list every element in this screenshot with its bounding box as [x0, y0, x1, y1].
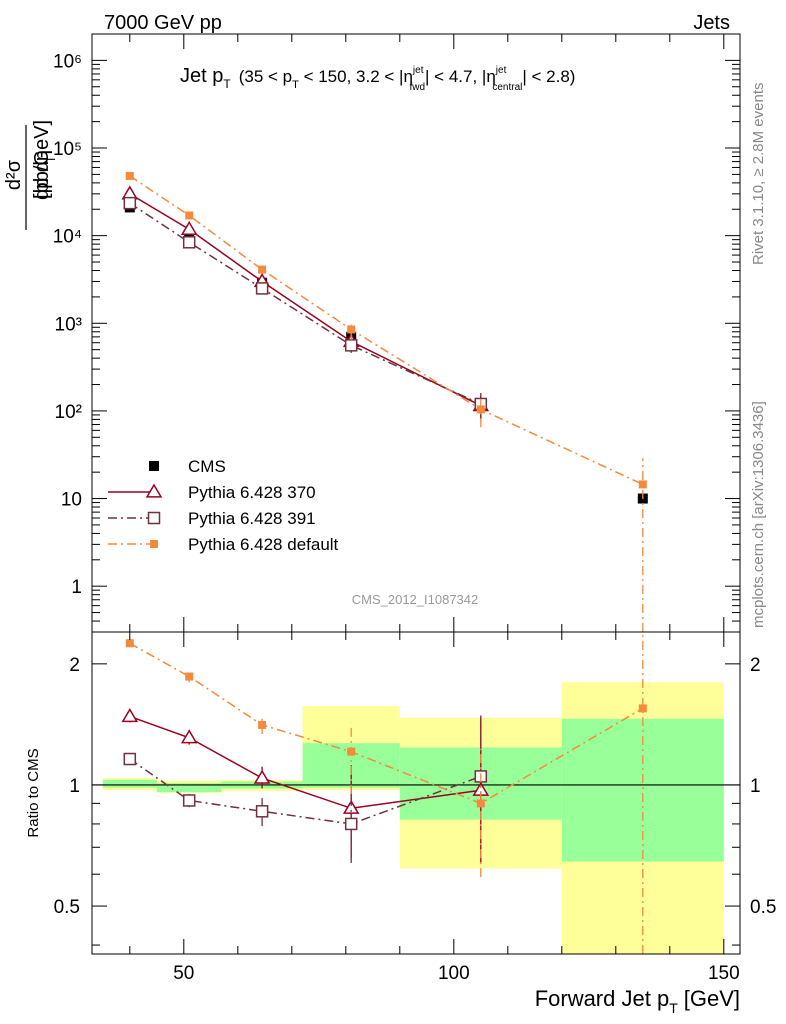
xtick-label: 50	[173, 963, 194, 984]
ratio-ylabel: Ratio to CMS	[25, 748, 42, 837]
ylabel-numerator: d²σ	[3, 159, 25, 190]
main-ylabel: d²σ dp dη T [pb/GeV]	[3, 120, 58, 230]
series-line	[129, 642, 644, 805]
pdef-marker	[347, 325, 356, 334]
series-pythia-6-428-default	[125, 632, 647, 954]
p391-marker	[123, 752, 137, 766]
ratio-frame	[91, 631, 741, 955]
ratio-ytick-label-right: 2	[750, 655, 761, 676]
legend-label: CMS	[188, 457, 226, 476]
series-line	[129, 175, 644, 486]
main-ytick-label: 10⁵	[53, 139, 82, 160]
cms-marker	[149, 461, 159, 471]
band-inner	[156, 783, 222, 793]
main-ytick-label: 1	[71, 577, 82, 598]
p391-marker	[182, 236, 196, 249]
pdef-marker	[638, 704, 647, 713]
ratio-bands	[102, 682, 724, 954]
ratio-ytick-label: 1	[69, 776, 80, 797]
title-cen-sup: jet	[495, 65, 507, 76]
main-series	[121, 171, 648, 632]
main-ytick-label: 10²	[55, 402, 82, 423]
series-pythia-6-428-default	[125, 171, 647, 632]
title-range-4: | < 2.8)	[522, 67, 575, 86]
x-axis-label: Forward Jet pT [GeV]	[535, 986, 740, 1016]
p391-marker	[255, 805, 269, 818]
title-fwd-sub: fwd	[409, 82, 425, 93]
xlabel-sub: T	[669, 1000, 678, 1016]
ratio-ytick-label: 0.5	[54, 897, 80, 918]
pdef-marker	[258, 265, 267, 274]
pdef-marker	[185, 672, 194, 681]
title-main: Jet p	[180, 65, 223, 87]
pdef-marker	[638, 480, 647, 489]
p391-marker	[344, 339, 358, 352]
p370-marker	[121, 707, 139, 723]
p391-marker	[147, 511, 161, 525]
title-fwd-sup: jet	[412, 65, 424, 76]
xlabel-unit: [GeV]	[684, 986, 740, 1011]
p370-marker	[180, 220, 198, 235]
series-pythia-6-428-391	[123, 196, 488, 418]
ylabel-unit: [pb/GeV]	[31, 120, 53, 199]
p391-marker	[344, 817, 358, 831]
ratio-series	[121, 632, 647, 954]
pdef-marker	[476, 405, 485, 414]
pdef-marker	[185, 211, 194, 220]
pdef-marker	[150, 540, 158, 548]
pdef-marker	[476, 799, 485, 808]
analysis-id: CMS_2012_I1087342	[352, 592, 479, 607]
pdef-marker	[125, 639, 134, 648]
ylabel-denominator: dp dη	[31, 150, 53, 200]
ratio-ytick-label: 2	[69, 655, 80, 676]
ratio-panel: 0.5 0.5 1 1 2 2 50 100 150	[54, 631, 776, 984]
main-axis-ticks: 1 10 10² 10³ 10⁴ 10⁵ 10⁶	[53, 33, 740, 633]
title-range-1: (35 < p	[239, 67, 292, 86]
title-range-3: | < 4.7, |η	[425, 67, 496, 86]
main-ytick-label: 10³	[55, 314, 82, 335]
p391-marker	[123, 196, 137, 210]
ratio-ytick-label-right: 1	[750, 776, 761, 797]
rivet-label: Rivet 3.1.10, ≥ 2.8M events	[750, 83, 767, 266]
pdef-marker	[347, 747, 356, 756]
p370-marker	[180, 729, 198, 744]
title-main-sub: T	[223, 77, 231, 91]
xtick-label: 100	[438, 963, 470, 984]
p370-marker	[253, 769, 271, 784]
p391-marker	[182, 794, 196, 807]
legend-label: Pythia 6.428 391	[188, 509, 316, 528]
ylabel-denominator-sub: T	[44, 155, 58, 163]
p370-marker	[145, 483, 163, 498]
p391-marker	[255, 282, 269, 295]
legend: CMS Pythia 6.428 370 Pythia 6.428 391 Pythi…	[108, 457, 339, 554]
band-inner	[102, 779, 157, 788]
pdef-marker	[125, 171, 134, 180]
plot-title: Jet pT (35 < pT < 150, 3.2 < |ηjet fwd| < …	[180, 65, 575, 93]
mcplots-label: mcplots.cern.ch [arXiv:1306.3436]	[750, 401, 767, 628]
series-pythia-6-428-370	[121, 185, 490, 420]
main-ytick-label: 10	[61, 490, 82, 511]
xlabel-main: Forward Jet p	[535, 986, 670, 1011]
title-cen-sub: central	[492, 82, 522, 93]
title-range-sub1: T	[292, 79, 299, 91]
main-ytick-label: 10⁶	[53, 51, 82, 72]
pdef-marker	[258, 720, 267, 729]
ratio-axis-ticks: 0.5 0.5 1 1 2 2 50 100 150	[54, 632, 776, 984]
xtick-label: 150	[708, 963, 740, 984]
main-ytick-label: 10⁴	[53, 227, 82, 248]
legend-label: Pythia 6.428 370	[188, 483, 316, 502]
ratio-ytick-label-right: 0.5	[750, 897, 776, 918]
legend-label: Pythia 6.428 default	[188, 535, 339, 554]
p370-marker	[342, 799, 360, 814]
title-range-2: < 150, 3.2 < |η	[299, 67, 413, 86]
header-right: Jets	[693, 12, 730, 34]
header-left: 7000 GeV pp	[104, 12, 222, 34]
series-line	[129, 193, 482, 407]
